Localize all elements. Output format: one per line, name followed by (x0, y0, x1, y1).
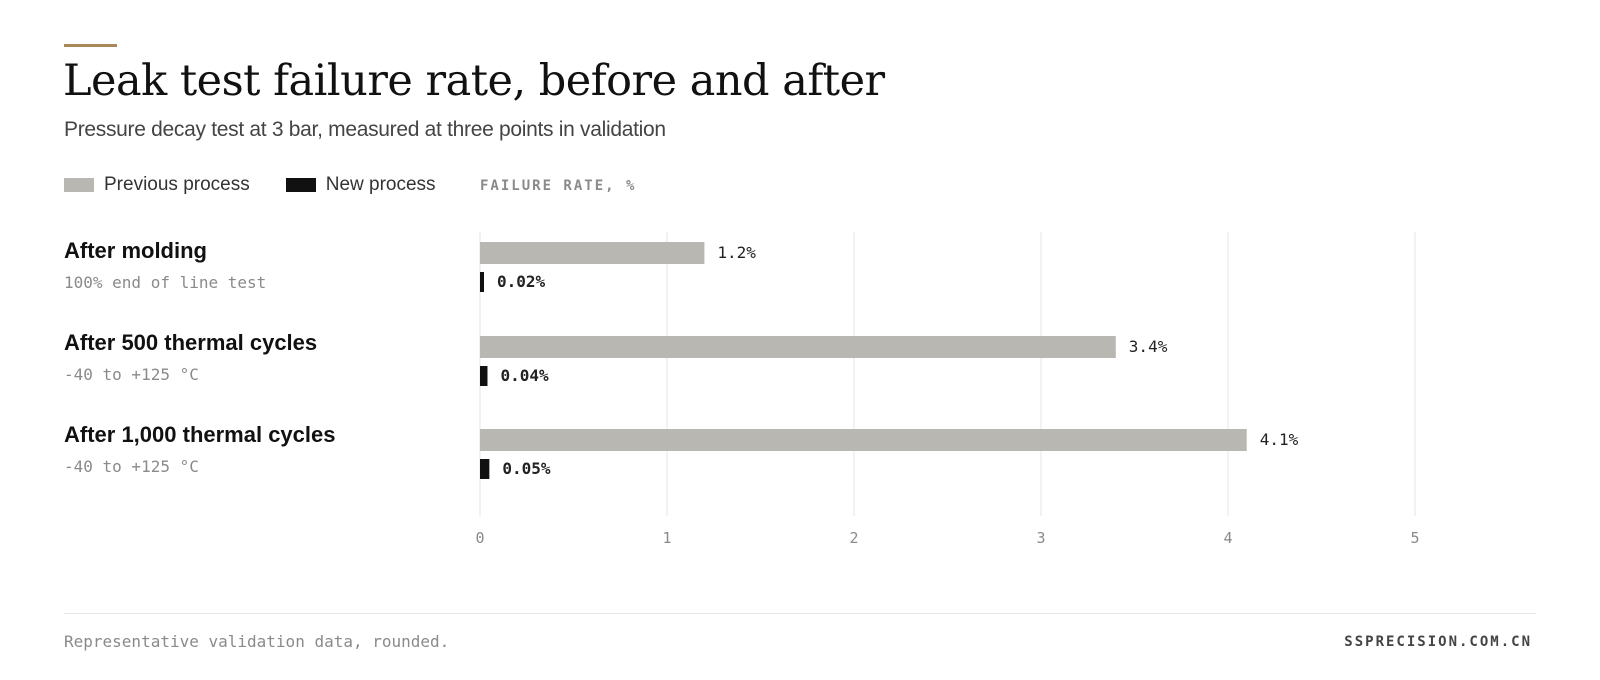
legend-label-new: New process (325, 174, 436, 195)
legend-label-previous: Previous process (104, 174, 250, 195)
bar-previous-1 (480, 242, 705, 264)
bar-previous-2 (480, 336, 1116, 358)
chart-title: Leak test failure rate, before and after (63, 56, 885, 106)
legend-item-new: New process (285, 174, 436, 196)
row-title-molding: After molding (64, 238, 207, 263)
value-label-new-2: 0.04% (500, 366, 549, 385)
row-title-1000-cycles: After 1,000 thermal cycles (64, 422, 336, 447)
units-label: FAILURE RATE, % (480, 178, 637, 194)
legend: Previous process New process (64, 172, 472, 198)
footnote: Representative validation data, rounded. (64, 632, 450, 651)
bar-new-3 (480, 459, 490, 479)
x-tick-label-1: 1 (662, 529, 671, 547)
bar-previous-3 (480, 429, 1247, 451)
legend-item-previous: Previous process (64, 174, 250, 196)
x-tick-label-2: 2 (849, 529, 858, 547)
footer-divider (64, 613, 1536, 614)
value-label-previous-1: 1.2% (717, 243, 756, 262)
value-label-previous-2: 3.4% (1129, 337, 1168, 356)
value-label-previous-3: 4.1% (1260, 430, 1299, 449)
row-title-500-cycles: After 500 thermal cycles (64, 330, 318, 355)
x-tick-label-4: 4 (1223, 529, 1232, 547)
row-subtitle-1000-cycles: -40 to +125 °C (64, 457, 199, 476)
source-label: SSPRECISION.COM.CN (1344, 634, 1532, 650)
x-tick-label-3: 3 (1036, 529, 1045, 547)
accent-rule (64, 44, 117, 47)
bar-new-2 (480, 366, 488, 386)
row-subtitle-500-cycles: -40 to +125 °C (64, 365, 199, 384)
bar-chart: 0 1 2 3 4 5 1.2% 0.02% 3.4% 0.04% 4.1% 0.05% (475, 232, 1420, 547)
value-label-new-1: 0.02% (497, 272, 546, 291)
row-subtitle-molding: 100% end of line test (64, 273, 267, 292)
value-label-new-3: 0.05% (502, 459, 551, 478)
bar-new-1 (480, 272, 484, 292)
x-tick-label-5: 5 (1410, 529, 1419, 547)
chart-subtitle: Pressure decay test at 3 bar, measured a… (64, 118, 666, 141)
x-tick-label-0: 0 (475, 529, 484, 547)
legend-swatch-new (285, 178, 316, 192)
legend-swatch-previous (64, 178, 94, 192)
